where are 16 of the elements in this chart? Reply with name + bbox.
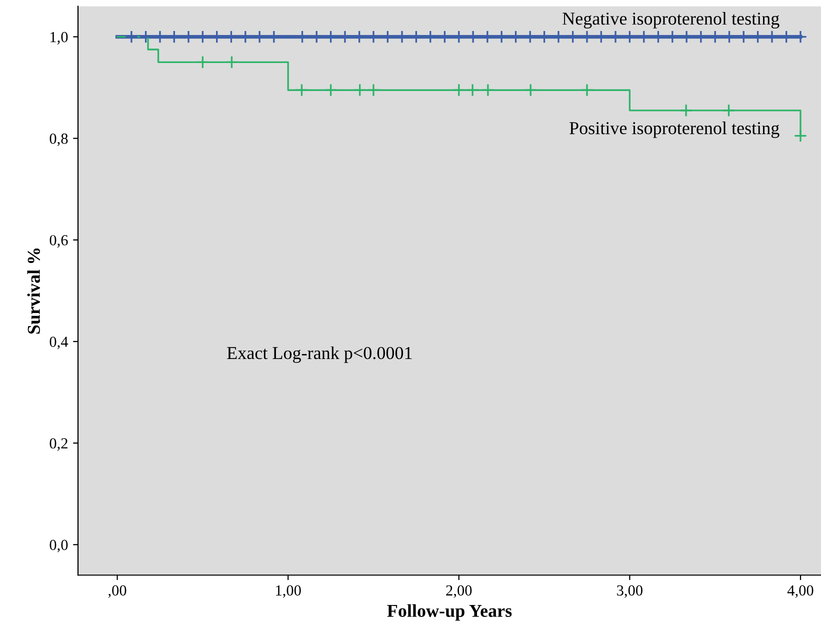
series-label: Positive isoproterenol testing (570, 122, 780, 138)
x-tick-label: 3,00 (617, 585, 642, 598)
y-axis-title: Survival % (27, 248, 40, 334)
x-tick-label: 1,00 (276, 585, 301, 598)
x-axis-title: Follow-up Years (387, 604, 512, 621)
y-tick-label: 0,4 (50, 336, 68, 350)
x-tick-label: 4,00 (787, 585, 814, 598)
y-tick-label: 0,0 (50, 540, 68, 552)
y-tick-label: 0,8 (50, 134, 68, 146)
x-tick-label: ,00 (108, 585, 126, 598)
annotation: Exact Log-rank p<0.0001 (227, 346, 412, 363)
y-tick-label: 0,6 (50, 235, 68, 248)
x-tick-label: 2,00 (446, 585, 472, 598)
y-tick-label: 1,0 (50, 32, 68, 44)
series-label: Negative isoproterenol testing (562, 12, 780, 28)
y-tick-label: 0,2 (50, 438, 68, 451)
